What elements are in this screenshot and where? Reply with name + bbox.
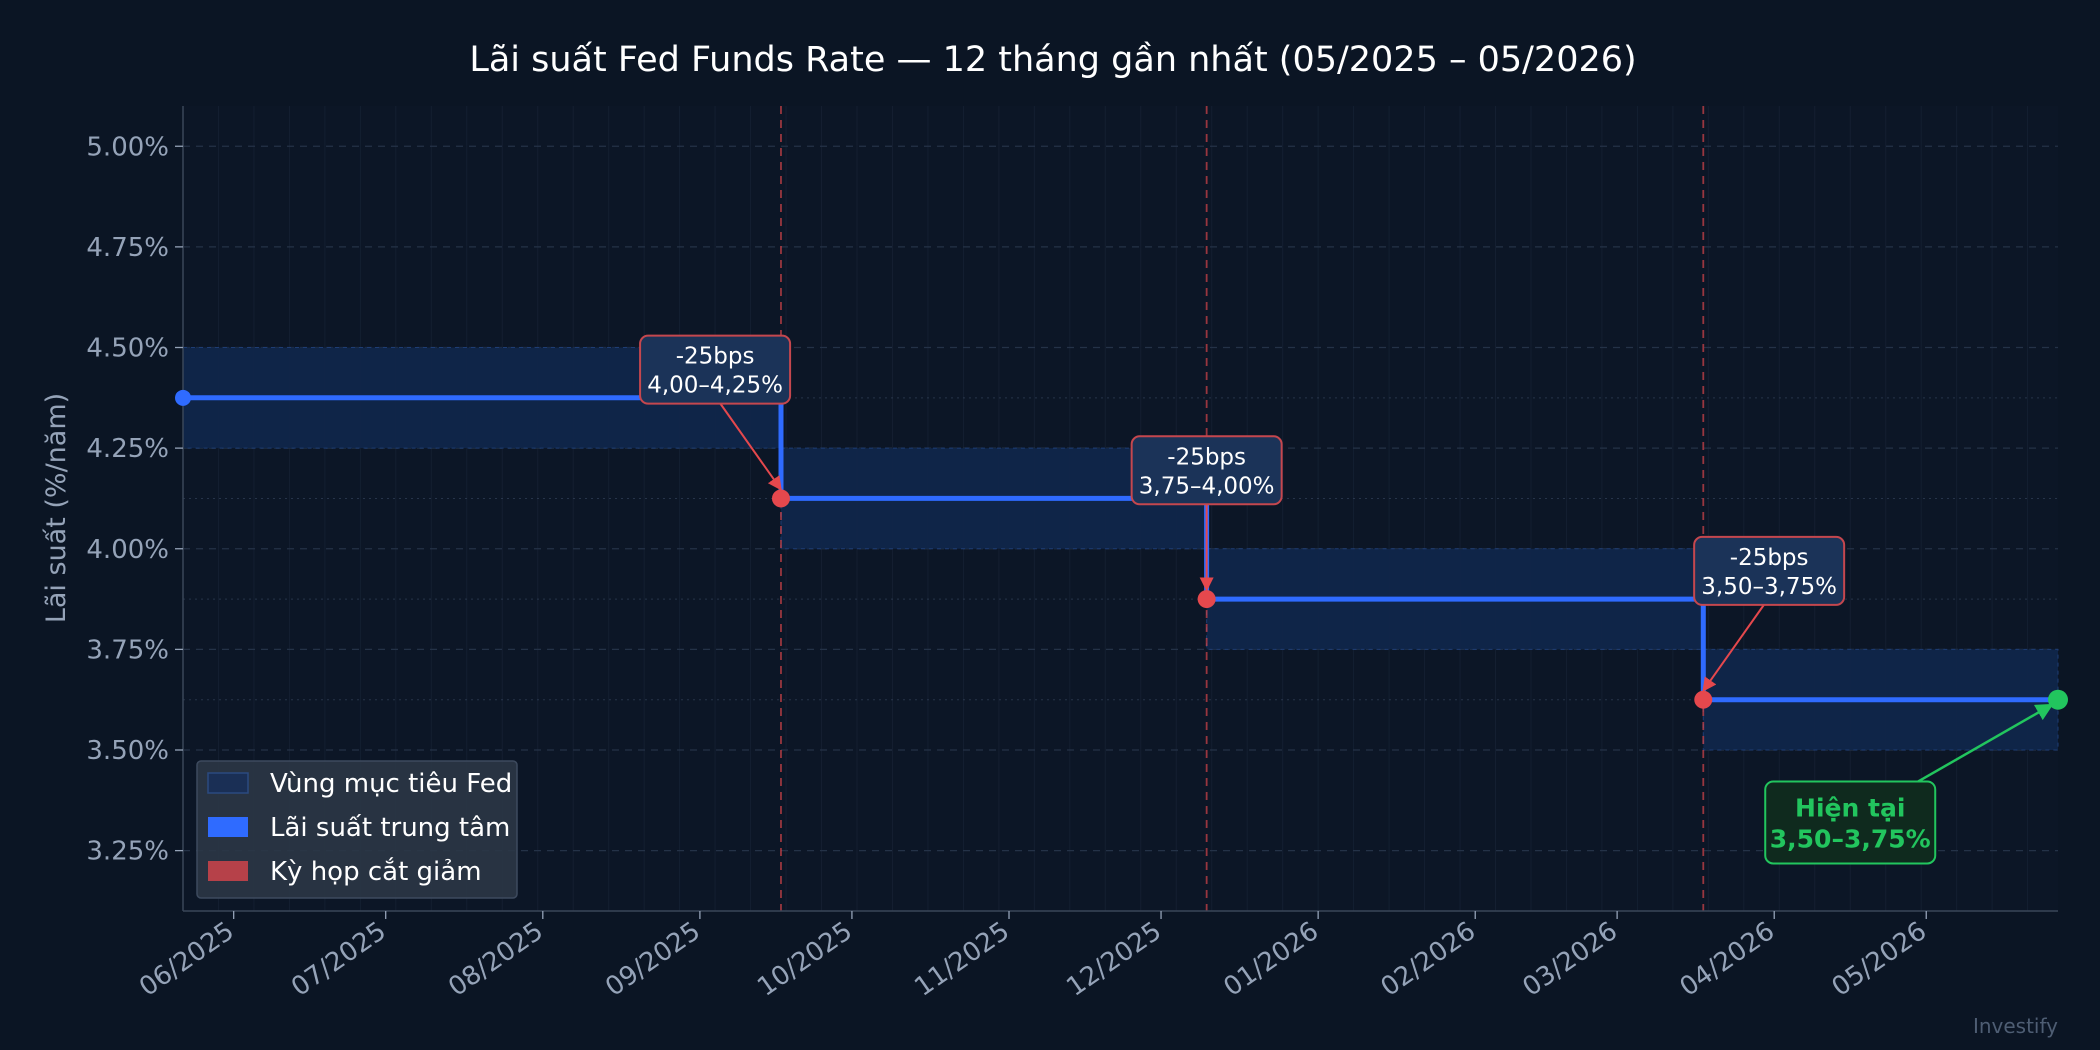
y-tick-label: 4.00% xyxy=(86,535,169,565)
legend-label-line: Lãi suất trung tâm xyxy=(270,813,510,843)
cut-marker xyxy=(771,489,790,508)
x-tick-label: 06/2025 xyxy=(134,916,240,1003)
y-tick-label: 5.00% xyxy=(86,132,169,162)
cut-marker xyxy=(1694,690,1713,709)
current-arrow xyxy=(1917,703,2054,783)
x-tick-label: 08/2025 xyxy=(443,916,549,1003)
y-tick-label: 4.50% xyxy=(86,334,169,364)
x-tick-label: 07/2025 xyxy=(286,916,392,1003)
cut-arrow xyxy=(1702,604,1765,692)
rate-markers xyxy=(175,389,2068,710)
x-tick-label: 09/2025 xyxy=(600,916,706,1003)
cut-label-range: 3,50–3,75% xyxy=(1701,574,1837,600)
cut-arrow xyxy=(719,403,782,491)
legend-box xyxy=(196,760,518,899)
current-label-range: 3,50–3,75% xyxy=(1770,824,1931,853)
cut-label-range: 4,00–4,25% xyxy=(647,373,783,399)
cut-label-bps: -25bps xyxy=(1167,444,1246,470)
y-tick-label: 3.50% xyxy=(86,736,169,766)
cut-marker xyxy=(1197,590,1216,609)
x-tick-label: 02/2026 xyxy=(1376,916,1482,1003)
x-tick-label: 01/2026 xyxy=(1218,916,1324,1003)
legend: Vùng mục tiêu Fed Lãi suất trung tâm Kỳ … xyxy=(196,760,518,899)
cut-label-bps: -25bps xyxy=(676,344,755,370)
legend-swatch-band xyxy=(207,772,249,794)
x-tick-label: 03/2026 xyxy=(1517,916,1623,1003)
cut-label-box xyxy=(1693,535,1846,606)
x-ticks: 06/2025 07/2025 08/2025 09/2025 10/2025 11/20… xyxy=(134,911,1932,1003)
annotations: -25bps 4,00–4,25% -25bps 3,75–4,00% -25bps 3,… xyxy=(639,334,2054,865)
y-ticks: 3.25% 3.50% 3.75% 4.00% 4.25% 4.50% 4.75% 5.00% xyxy=(86,132,183,867)
x-tick-label: 05/2026 xyxy=(1827,916,1933,1003)
current-label-title: Hiện tại xyxy=(1795,793,1905,822)
y-tick-label: 4.75% xyxy=(86,233,169,263)
x-tick-label: 10/2025 xyxy=(752,916,858,1003)
axes xyxy=(182,106,2058,912)
x-tick-label: 04/2026 xyxy=(1675,916,1781,1003)
current-label-box xyxy=(1764,780,1937,865)
y-tick-label: 4.25% xyxy=(86,434,169,464)
legend-swatch-line xyxy=(208,817,248,837)
watermark: Investify xyxy=(1973,1014,2058,1038)
cut-label-range: 3,75–4,00% xyxy=(1139,473,1275,499)
y-tick-label: 3.25% xyxy=(86,837,169,867)
legend-swatch-cut xyxy=(208,861,248,881)
cut-label-bps: -25bps xyxy=(1730,545,1809,571)
legend-item-band: Vùng mục tiêu Fed xyxy=(207,769,512,799)
start-marker xyxy=(175,389,191,406)
cut-label-box xyxy=(639,334,792,405)
y-tick-label: 3.75% xyxy=(86,635,169,665)
x-tick-label: 12/2025 xyxy=(1061,916,1167,1003)
legend-item-cut: Kỳ họp cắt giảm xyxy=(208,856,482,887)
legend-item-line: Lãi suất trung tâm xyxy=(208,813,510,843)
x-tick-label: 11/2025 xyxy=(909,916,1015,1003)
legend-label-cut: Kỳ họp cắt giảm xyxy=(270,856,482,887)
cut-label-box xyxy=(1130,435,1283,506)
chart-title: Lãi suất Fed Funds Rate — 12 tháng gần n… xyxy=(469,40,1636,80)
y-axis-label: Lãi suất (%/năm) xyxy=(41,393,72,623)
legend-label-band: Vùng mục tiêu Fed xyxy=(270,769,512,799)
